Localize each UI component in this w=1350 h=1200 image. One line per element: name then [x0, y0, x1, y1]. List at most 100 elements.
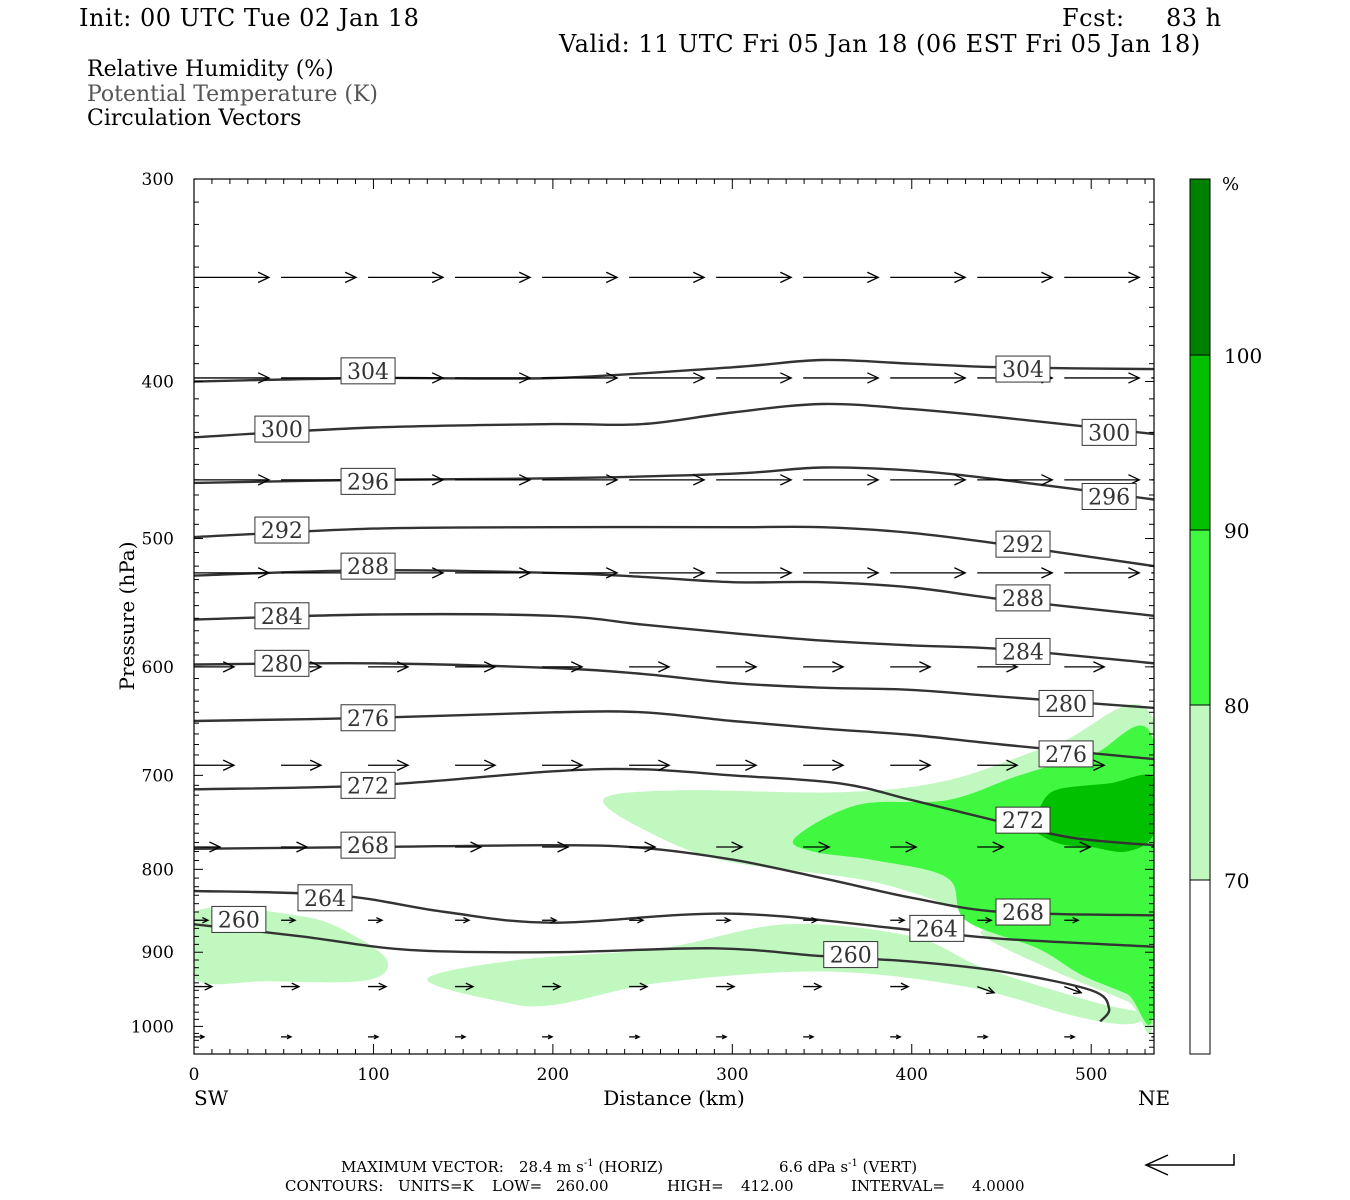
vector-1-4 [542, 372, 619, 384]
x-tick-label-300: 300 [716, 1065, 748, 1085]
x-axis-right-end: NE [1138, 1086, 1170, 1110]
x-tick-label-0: 0 [189, 1065, 200, 1085]
vector-5-11 [1151, 764, 1154, 766]
vector-9-6 [716, 1034, 728, 1040]
svg-text:272: 272 [347, 774, 389, 799]
vector-8-8 [890, 982, 910, 991]
vector-6-11 [1151, 846, 1154, 848]
vector-1-10 [1064, 372, 1141, 384]
vector-8-6 [716, 982, 736, 991]
svg-text:276: 276 [1045, 743, 1087, 768]
theta-contour-layer [194, 358, 1154, 1023]
y-tick-label-1000: 1000 [131, 1017, 174, 1037]
vector-8-0 [194, 982, 214, 991]
contour-label-260-1: 260 [823, 941, 879, 969]
vector-7-5 [629, 916, 645, 924]
contour-label-288-0: 288 [340, 552, 396, 580]
contours-interval: 4.0000 [972, 1177, 1025, 1195]
vector-3-9 [977, 567, 1054, 579]
svg-text:272: 272 [1002, 809, 1044, 834]
max-vector-horiz: 28.4 m s-1 (HORIZ) [519, 1158, 664, 1176]
vector-2-5 [629, 474, 706, 486]
contour-label-296-1: 296 [1081, 482, 1137, 510]
rh-fill-layer [194, 704, 1154, 1035]
vector-4-4 [542, 661, 584, 673]
x-tick-label-500: 500 [1075, 1065, 1107, 1085]
vector-1-6 [716, 372, 793, 384]
vector-6-10 [1064, 841, 1092, 853]
svg-text:260: 260 [218, 908, 260, 933]
vector-0-11 [1151, 276, 1154, 279]
vector-1-0 [194, 372, 271, 384]
vector-1-11 [1151, 377, 1154, 379]
vector-1-5 [629, 372, 706, 384]
vector-8-9 [977, 985, 996, 995]
vector-6-8 [890, 841, 918, 853]
contour-label-260-0: 260 [211, 905, 267, 933]
vector-8-10 [1064, 985, 1083, 995]
contours-low-label: LOW= [492, 1177, 543, 1195]
vector-0-8 [890, 271, 967, 284]
vector-0-0 [194, 271, 271, 284]
plot-frame [193, 178, 1155, 1055]
vector-5-0 [194, 759, 236, 771]
vector-3-0 [194, 567, 271, 579]
vector-1-3 [455, 372, 532, 384]
x-tick-label-200: 200 [537, 1065, 569, 1085]
contours-low: 260.00 [556, 1177, 609, 1195]
svg-text:284: 284 [1002, 640, 1044, 665]
rh-region-90-4 [1019, 774, 1154, 853]
reference-vector-icon [1144, 1154, 1235, 1176]
rh-colorbar: 70 80 90 100% [1189, 174, 1262, 1055]
vector-9-10 [1064, 1034, 1076, 1040]
vector-6-5 [629, 841, 657, 853]
forecast-hour: 83 h [1166, 4, 1222, 32]
contour-label-layer: 304 304 300 300 296 296 292 292 288 288 284 284 280 2… [211, 355, 1137, 969]
vector-7-6 [716, 916, 732, 924]
contours-label: CONTOURS: [285, 1177, 384, 1195]
vector-7-2 [368, 916, 384, 924]
vector-0-9 [977, 271, 1054, 284]
theta-contour-300 [194, 402, 1154, 439]
axis-labels: Distance (km) Pressure (hPa) SW NE [115, 542, 1170, 1110]
vector-5-5 [629, 759, 671, 771]
contour-label-296-0: 296 [340, 467, 396, 495]
vector-7-3 [455, 916, 471, 924]
vector-9-4 [542, 1034, 554, 1040]
vector-9-2 [368, 1034, 380, 1040]
colorbar-segment-1 [1190, 355, 1210, 530]
contour-label-284-0: 284 [254, 602, 310, 630]
theta-contour-284 [194, 612, 1154, 665]
vector-7-9 [977, 916, 993, 924]
contour-label-292-0: 292 [254, 516, 310, 544]
colorbar-unit: % [1222, 174, 1239, 195]
colorbar-label-70: 70 [1224, 869, 1249, 893]
contour-label-300-1: 300 [1081, 418, 1137, 446]
legend-vectors: Circulation Vectors [87, 106, 302, 131]
x-tick-label-400: 400 [896, 1065, 928, 1085]
vector-0-1 [281, 271, 358, 284]
vector-6-9 [977, 841, 1005, 853]
vector-0-6 [716, 271, 793, 284]
y-tick-label-500: 500 [142, 530, 174, 550]
vector-9-0 [194, 1034, 206, 1040]
vector-4-2 [368, 661, 410, 673]
vector-5-9 [977, 759, 1019, 771]
vector-9-9 [977, 1034, 989, 1040]
vector-7-1 [281, 916, 297, 924]
colorbar-segment-2 [1190, 530, 1210, 705]
vector-7-8 [890, 916, 906, 924]
y-axis-title: Pressure (hPa) [115, 542, 139, 691]
vector-5-6 [716, 759, 758, 771]
svg-text:268: 268 [347, 834, 389, 859]
svg-text:304: 304 [1002, 358, 1044, 383]
vector-2-6 [716, 474, 793, 486]
vector-2-8 [890, 474, 967, 486]
vector-0-5 [629, 271, 706, 284]
svg-text:284: 284 [261, 605, 303, 630]
contour-label-288-1: 288 [995, 584, 1051, 612]
svg-text:304: 304 [347, 360, 389, 385]
svg-text:280: 280 [1045, 692, 1087, 717]
vector-3-6 [716, 567, 793, 579]
